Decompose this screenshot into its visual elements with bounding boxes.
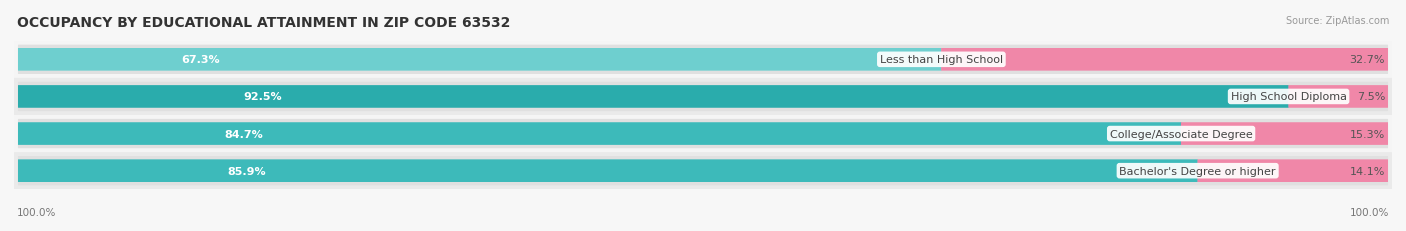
FancyBboxPatch shape xyxy=(18,156,1388,185)
Text: Source: ZipAtlas.com: Source: ZipAtlas.com xyxy=(1285,16,1389,26)
Text: College/Associate Degree: College/Associate Degree xyxy=(1109,129,1253,139)
Text: 100.0%: 100.0% xyxy=(1350,207,1389,217)
Text: 84.7%: 84.7% xyxy=(224,129,263,139)
Text: Bachelor's Degree or higher: Bachelor's Degree or higher xyxy=(1119,166,1275,176)
FancyBboxPatch shape xyxy=(941,49,1388,71)
FancyBboxPatch shape xyxy=(18,123,1181,145)
FancyBboxPatch shape xyxy=(1198,160,1388,182)
FancyBboxPatch shape xyxy=(18,119,1388,149)
FancyBboxPatch shape xyxy=(14,79,1392,116)
FancyBboxPatch shape xyxy=(1181,123,1388,145)
FancyBboxPatch shape xyxy=(18,82,1388,112)
Text: 85.9%: 85.9% xyxy=(228,166,266,176)
FancyBboxPatch shape xyxy=(18,49,942,71)
Text: 15.3%: 15.3% xyxy=(1350,129,1385,139)
FancyBboxPatch shape xyxy=(14,116,1392,152)
FancyBboxPatch shape xyxy=(14,152,1392,189)
FancyBboxPatch shape xyxy=(18,46,1388,75)
Text: 67.3%: 67.3% xyxy=(181,55,219,65)
Text: Less than High School: Less than High School xyxy=(880,55,1002,65)
Text: High School Diploma: High School Diploma xyxy=(1230,92,1347,102)
Text: 14.1%: 14.1% xyxy=(1350,166,1385,176)
Text: 100.0%: 100.0% xyxy=(17,207,56,217)
Text: OCCUPANCY BY EDUCATIONAL ATTAINMENT IN ZIP CODE 63532: OCCUPANCY BY EDUCATIONAL ATTAINMENT IN Z… xyxy=(17,16,510,30)
Text: 32.7%: 32.7% xyxy=(1350,55,1385,65)
FancyBboxPatch shape xyxy=(1288,86,1388,108)
Text: 92.5%: 92.5% xyxy=(243,92,283,102)
Text: 7.5%: 7.5% xyxy=(1357,92,1385,102)
FancyBboxPatch shape xyxy=(18,160,1198,182)
FancyBboxPatch shape xyxy=(18,86,1289,108)
FancyBboxPatch shape xyxy=(14,42,1392,79)
